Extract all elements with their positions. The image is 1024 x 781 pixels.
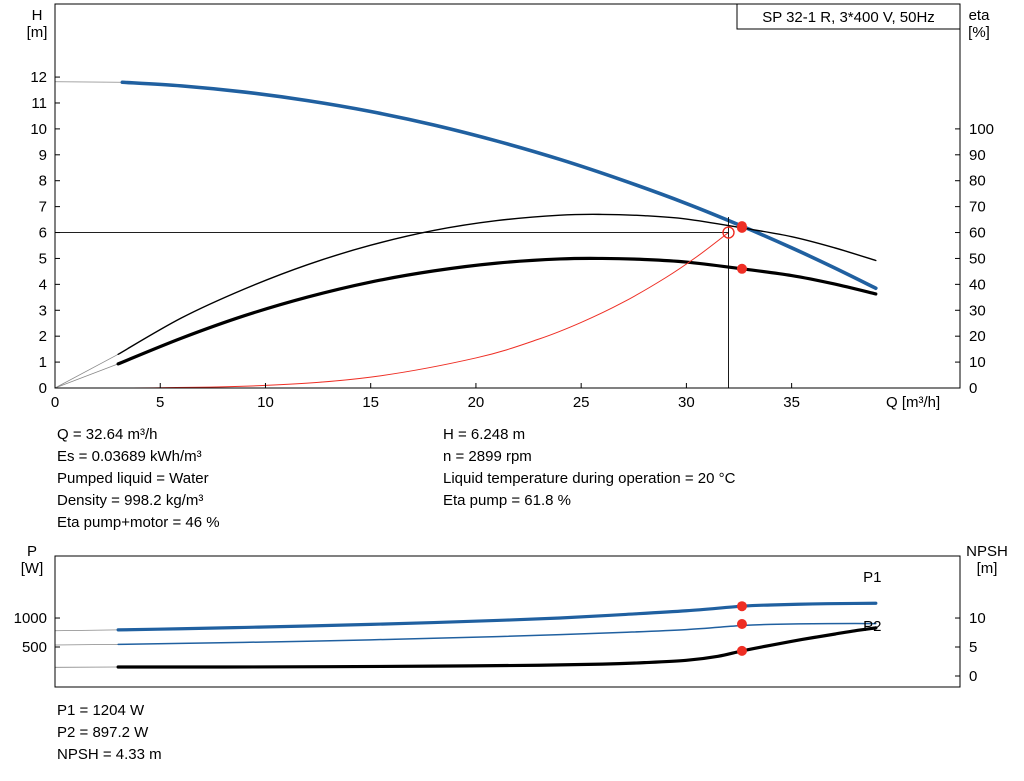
curve-connector-line: [54, 353, 119, 389]
y2-tick-label: 20: [969, 328, 986, 345]
y-tick-label: 8: [39, 173, 47, 190]
duty-info-right-column: H = 6.248 m n = 2899 rpm Liquid temperat…: [443, 424, 735, 512]
x-tick-label: 15: [362, 394, 379, 411]
y2-tick-label: 10: [969, 354, 986, 371]
y-tick-label: 0: [39, 380, 47, 397]
y-tick-label: 7: [39, 199, 47, 216]
curve-label-p2: P2: [863, 618, 881, 635]
x-tick-label: 25: [573, 394, 590, 411]
curve-connector-line: [54, 363, 119, 389]
y-tick-label: 9: [39, 147, 47, 164]
curve-connector-line: [54, 81, 123, 83]
y2-tick-label: 10: [969, 610, 986, 627]
duty-point-p1: [736, 601, 747, 612]
y-tick-label: 1: [39, 354, 47, 371]
p2-curve: [117, 622, 877, 646]
info-line-h: H = 6.248 m: [443, 426, 526, 443]
power-npsh-info-column: P1 = 1204 W P2 = 897.2 W NPSH = 4.33 m: [57, 700, 162, 766]
npsh-curve: [116, 626, 878, 669]
y-tick-label: 12: [30, 69, 47, 86]
x-tick-label: 35: [783, 394, 800, 411]
curve-label-p1: P1: [863, 569, 881, 586]
plot-border: [54, 3, 961, 389]
y2-tick-label: 90: [969, 147, 986, 164]
y2-tick-label: 5: [969, 639, 977, 656]
info-line-eta-pump: Eta pump = 61.8 %: [443, 492, 571, 509]
y-tick-label: 11: [31, 95, 47, 112]
y-axis-label: [m]: [27, 24, 48, 41]
y2-tick-label: 40: [969, 276, 986, 293]
plot-border: [54, 555, 961, 688]
info-line-eta-pump-motor: Eta pump+motor = 46 %: [57, 514, 220, 531]
x-tick-label: 5: [156, 394, 164, 411]
pump-title-box: [736, 3, 961, 30]
info-line-es: Es = 0.03689 kWh/m³: [57, 448, 202, 465]
eta-pump-motor-curve: [116, 256, 878, 366]
y2-axis-label: [%]: [968, 24, 990, 41]
y2-axis-label: NPSH: [966, 543, 1008, 560]
y-tick-label: 1000: [14, 610, 47, 627]
y-axis-label: [W]: [21, 560, 44, 577]
x-axis-label: Q [m³/h]: [886, 394, 940, 411]
system-curve: [54, 232, 729, 389]
y-tick-label: 500: [22, 639, 47, 656]
y2-tick-label: 0: [969, 668, 977, 685]
y-tick-label: 3: [39, 302, 47, 319]
info-line-p2: P2 = 897.2 W: [57, 724, 149, 741]
duty-point-p2: [736, 618, 747, 629]
y2-tick-label: 60: [969, 225, 986, 242]
info-line-temperature: Liquid temperature during operation = 20…: [443, 470, 736, 487]
qh-eta-chart: 0 5 10 15 20 25 30 3501234567891011120102030405…: [27, 3, 994, 411]
curve-connector-line: [54, 643, 119, 646]
y2-axis-label: eta: [969, 7, 991, 24]
y2-axis-label: [m]: [977, 560, 998, 577]
pump-title-text: SP 32-1 R, 3*400 V, 50Hz: [762, 9, 935, 26]
y-tick-label: 5: [39, 250, 47, 267]
y2-tick-label: 100: [969, 121, 994, 138]
duty-point-npsh: [736, 645, 747, 656]
y-tick-label: 6: [39, 225, 47, 242]
x-tick-label: 20: [468, 394, 485, 411]
power-npsh-chart: 500 1000 0 5 10 P[W] NPSH[m] P1 P2: [14, 543, 1008, 688]
x-tick-label: 10: [257, 394, 274, 411]
duty-point-eta-pump-motor: [736, 263, 747, 274]
eta-pump-curve: [117, 213, 877, 356]
info-line-q: Q = 32.64 m³/h: [57, 426, 158, 443]
head-curve: [120, 80, 878, 291]
y-tick-label: 2: [39, 328, 47, 345]
y-axis-label: P: [27, 543, 37, 560]
requested-duty-point-marker: [722, 226, 735, 239]
x-tick-label: 0: [51, 394, 59, 411]
info-line-p1: P1 = 1204 W: [57, 702, 145, 719]
y2-tick-label: 30: [969, 302, 986, 319]
y-axis-label: H: [32, 7, 43, 24]
info-line-density: Density = 998.2 kg/m³: [57, 492, 204, 509]
y2-tick-label: 70: [969, 199, 986, 216]
y2-tick-label: 0: [969, 380, 977, 397]
info-line-n: n = 2899 rpm: [443, 448, 532, 465]
info-line-liquid: Pumped liquid = Water: [57, 470, 209, 487]
y2-tick-label: 80: [969, 173, 986, 190]
info-line-npsh: NPSH = 4.33 m: [57, 746, 162, 763]
p1-curve: [116, 601, 878, 632]
duty-info-left-column: Q = 32.64 m³/h Es = 0.03689 kWh/m³ Pumpe…: [57, 424, 220, 534]
y-tick-label: 10: [30, 121, 47, 138]
y-tick-label: 4: [39, 276, 47, 293]
y2-tick-label: 50: [969, 250, 986, 267]
curve-connector-line: [54, 629, 119, 632]
x-tick-label: 30: [678, 394, 695, 411]
duty-point-eta-pump: [736, 222, 747, 233]
